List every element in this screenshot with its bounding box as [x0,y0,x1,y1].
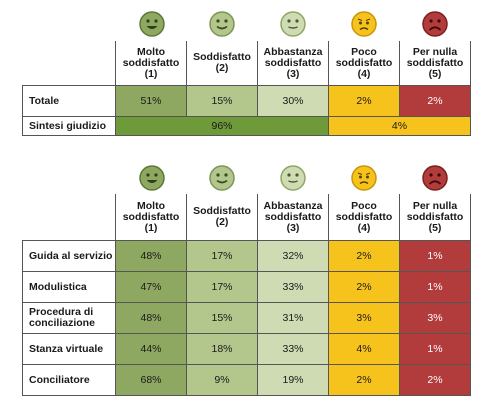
header-divider [115,41,116,85]
very-happy-face-icon [138,10,166,38]
worried-face-icon [350,164,378,192]
column-header: Soddisfatto (2) [193,51,251,74]
happy-face-icon [208,164,236,192]
summary-negative: 4% [329,117,471,135]
header-divider [399,194,400,240]
row-label: Modulistica [22,272,116,302]
data-cell: 19% [258,365,329,395]
data-cell: 1% [400,241,471,271]
data-cell: 17% [187,272,258,302]
data-cell: 2% [400,86,471,116]
column-header: Per nulla soddisfatto (5) [406,45,464,80]
data-cell: 3% [329,303,400,333]
row-label: Totale [22,86,116,116]
row-label: Conciliatore [22,365,116,395]
header-divider [399,41,400,85]
data-grid: Guida al servizio 48% 17% 32% 2% 1% Modu… [22,240,471,396]
column-header: Poco soddisfatto (4) [335,45,393,80]
data-cell: 33% [258,272,329,302]
data-cell: 3% [400,303,471,333]
table-row: Modulistica 47% 17% 33% 2% 1% [22,272,471,303]
table-row: Stanza virtuale 44% 18% 33% 4% 1% [22,334,471,365]
column-header: Per nulla soddisfatto (5) [406,199,464,234]
data-cell: 1% [400,272,471,302]
header-divider [328,194,329,240]
table-row: Guida al servizio 48% 17% 32% 2% 1% [22,241,471,272]
header-divider [470,41,471,85]
data-cell: 2% [400,365,471,395]
data-cell: 15% [187,86,258,116]
data-cell: 44% [116,334,187,364]
data-cell: 17% [187,241,258,271]
data-cell: 68% [116,365,187,395]
sad-face-icon [421,10,449,38]
column-header: Molto soddisfatto (1) [122,199,180,234]
data-cell: 33% [258,334,329,364]
data-cell: 4% [329,334,400,364]
data-cell: 2% [329,365,400,395]
summary-row: Sintesi giudizio 96% 4% [22,117,471,136]
sad-face-icon [421,164,449,192]
data-cell: 18% [187,334,258,364]
neutral-face-icon [279,164,307,192]
data-cell: 15% [187,303,258,333]
header-divider [115,194,116,240]
column-header: Abbastanza soddisfatto (3) [263,199,323,234]
table-row: Procedura di conciliazione 48% 15% 31% 3… [22,303,471,334]
data-cell: 2% [329,241,400,271]
data-cell: 48% [116,303,187,333]
data-cell: 47% [116,272,187,302]
table-row: Totale 51% 15% 30% 2% 2% [22,86,471,117]
worried-face-icon [350,10,378,38]
header-divider [186,194,187,240]
data-cell: 48% [116,241,187,271]
header-divider [328,41,329,85]
row-label: Stanza virtuale [22,334,116,364]
data-cell: 31% [258,303,329,333]
data-cell: 51% [116,86,187,116]
very-happy-face-icon [138,164,166,192]
column-header: Abbastanza soddisfatto (3) [263,45,323,80]
header-divider [257,194,258,240]
column-header: Poco soddisfatto (4) [335,199,393,234]
header-divider [470,194,471,240]
header-divider [257,41,258,85]
summary-positive: 96% [116,117,329,135]
summary-label: Sintesi giudizio [22,117,116,135]
data-grid: Totale 51% 15% 30% 2% 2% Sintesi giudizi… [22,85,471,136]
row-label: Guida al servizio [22,241,116,271]
table-row: Conciliatore 68% 9% 19% 2% 2% [22,365,471,396]
data-cell: 30% [258,86,329,116]
happy-face-icon [208,10,236,38]
neutral-face-icon [279,10,307,38]
data-cell: 2% [329,272,400,302]
data-cell: 32% [258,241,329,271]
data-cell: 1% [400,334,471,364]
column-header: Molto soddisfatto (1) [122,45,180,80]
header-divider [186,41,187,85]
data-cell: 2% [329,86,400,116]
row-label: Procedura di conciliazione [22,303,116,333]
column-header: Soddisfatto (2) [193,205,251,228]
data-cell: 9% [187,365,258,395]
